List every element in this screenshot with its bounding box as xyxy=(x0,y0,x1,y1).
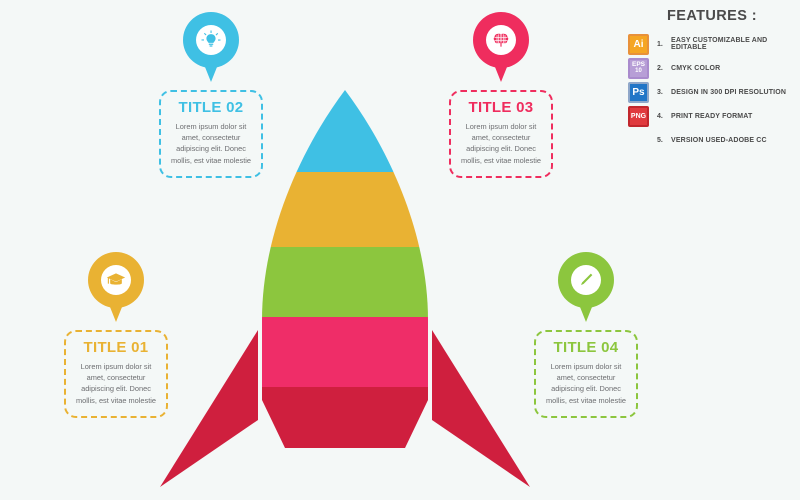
marker-04[interactable] xyxy=(558,252,614,324)
rocket-band-pink xyxy=(262,317,428,387)
adobe-illustrator-badge: Ai xyxy=(628,33,649,55)
feature-row: Ai 1. EASY CUSTOMIZABLE AND EDITABLE xyxy=(628,33,796,55)
graduation-cap-icon xyxy=(101,265,131,295)
panel-body: Lorem ipsum dolor sit amet, consectetur … xyxy=(75,361,157,405)
panel-01[interactable]: TITLE 01 Lorem ipsum dolor sit amet, con… xyxy=(64,330,168,419)
feature-text: DESIGN IN 300 DPI RESOLUTION xyxy=(671,88,787,96)
no-badge xyxy=(628,130,649,151)
png-badge: PNG xyxy=(628,105,649,127)
feature-number: 5. xyxy=(657,136,663,144)
panel-03[interactable]: TITLE 03 Lorem ipsum dolor sit amet, con… xyxy=(449,90,553,179)
panel-02[interactable]: TITLE 02 Lorem ipsum dolor sit amet, con… xyxy=(159,90,263,179)
panel-body: Lorem ipsum dolor sit amet, consectetur … xyxy=(460,121,542,165)
feature-row: EPS 10 2. CMYK COLOR xyxy=(628,57,796,79)
lightbulb-icon xyxy=(196,25,226,55)
panel-body: Lorem ipsum dolor sit amet, consectetur … xyxy=(170,121,252,165)
features-heading: FEATURES : xyxy=(667,8,757,24)
marker-03[interactable] xyxy=(473,12,529,84)
feature-number: 2. xyxy=(657,64,663,72)
feature-number: 4. xyxy=(657,112,663,120)
panel-title: TITLE 03 xyxy=(468,99,534,116)
rocket-band-crimson xyxy=(262,387,428,448)
panel-title: TITLE 01 xyxy=(83,339,149,356)
panel-title: TITLE 02 xyxy=(178,99,244,116)
rocket-fins xyxy=(160,330,530,487)
feature-text: PRINT READY FORMAT xyxy=(671,112,753,120)
rocket-body xyxy=(262,90,428,448)
pencil-icon xyxy=(571,265,601,295)
rocket-band-amber xyxy=(262,172,428,247)
marker-01[interactable] xyxy=(88,252,144,324)
feature-row: PNG 4. PRINT READY FORMAT xyxy=(628,105,796,127)
feature-row: 5. VERSION USED-ADOBE CC xyxy=(628,130,796,150)
feature-text: EASY CUSTOMIZABLE AND EDITABLE xyxy=(671,37,768,51)
brain-icon xyxy=(486,25,516,55)
panel-04[interactable]: TITLE 04 Lorem ipsum dolor sit amet, con… xyxy=(534,330,638,419)
adobe-photoshop-badge: Ps xyxy=(628,81,649,103)
feature-text: CMYK COLOR xyxy=(671,64,721,72)
rocket-band-green xyxy=(262,247,428,317)
feature-row: Ps 3. DESIGN IN 300 DPI RESOLUTION xyxy=(628,81,796,103)
feature-number: 3. xyxy=(657,88,663,96)
marker-02[interactable] xyxy=(183,12,239,84)
features-panel: FEATURES : Ai 1. EASY CUSTOMIZABLE AND E… xyxy=(628,8,796,154)
panel-body: Lorem ipsum dolor sit amet, consectetur … xyxy=(545,361,627,405)
feature-number: 1. xyxy=(657,40,663,48)
rocket-band-nose xyxy=(262,90,428,172)
eps10-badge: EPS 10 xyxy=(628,57,649,79)
feature-text: VERSION USED-ADOBE CC xyxy=(671,136,767,144)
panel-title: TITLE 04 xyxy=(553,339,619,356)
